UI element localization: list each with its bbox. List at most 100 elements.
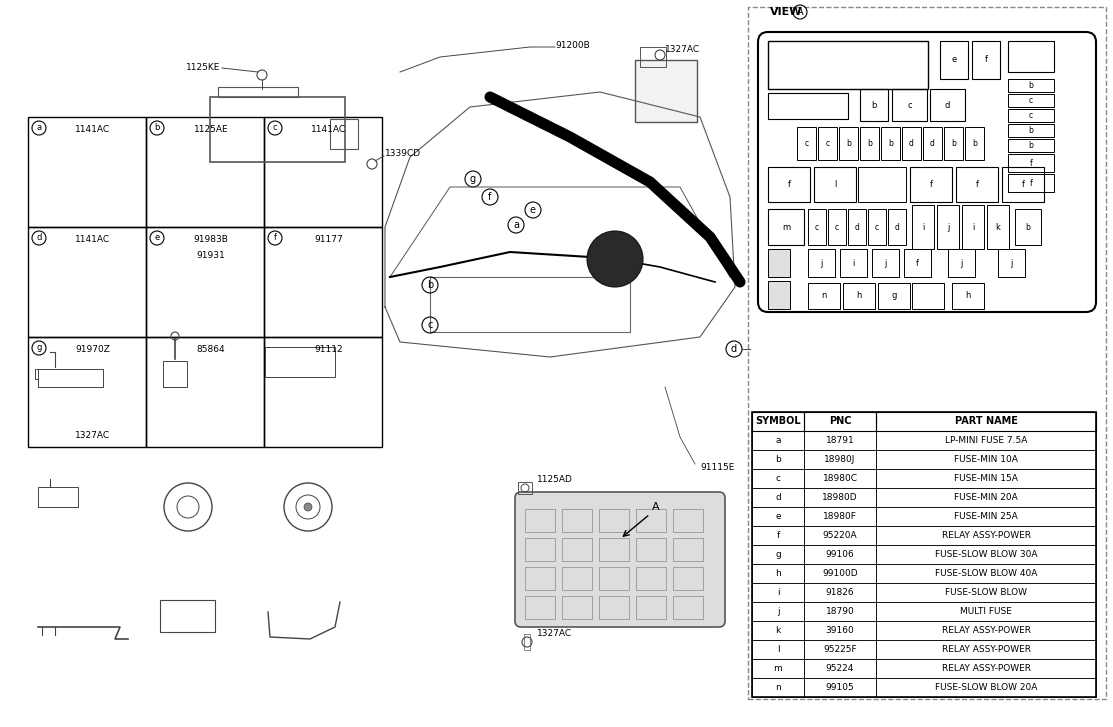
Text: 99105: 99105	[826, 683, 855, 692]
Text: 18980J: 18980J	[825, 455, 856, 464]
Bar	[752, 640, 804, 659]
Bar	[146, 227, 264, 337]
Text: d: d	[731, 344, 737, 354]
Bar	[1002, 167, 1044, 202]
Circle shape	[587, 231, 643, 287]
Bar	[562, 596, 592, 619]
Bar	[878, 283, 910, 309]
Text: 1125AE: 1125AE	[194, 124, 228, 134]
Bar	[768, 167, 810, 202]
Text: c: c	[835, 222, 839, 231]
Polygon shape	[385, 92, 735, 357]
Text: f: f	[1030, 179, 1033, 188]
Bar	[218, 87, 298, 97]
Text: 1327AC: 1327AC	[664, 44, 700, 54]
Bar	[264, 117, 382, 227]
Bar	[752, 564, 804, 583]
Text: c: c	[776, 474, 780, 483]
Bar	[998, 249, 1025, 277]
Bar	[843, 283, 875, 309]
Text: j: j	[885, 259, 887, 268]
Bar	[1008, 174, 1054, 192]
Bar	[804, 526, 876, 545]
Text: 91112: 91112	[315, 345, 343, 353]
Bar	[814, 167, 856, 202]
Bar	[146, 117, 264, 227]
Bar	[28, 337, 146, 447]
Bar	[804, 602, 876, 621]
Bar	[636, 596, 666, 619]
Bar	[972, 41, 999, 79]
Text: l: l	[834, 180, 836, 189]
Bar	[876, 545, 1096, 564]
Text: j: j	[777, 607, 779, 616]
Text: 1327AC: 1327AC	[536, 630, 572, 638]
Text: 91970Z: 91970Z	[76, 345, 110, 353]
Text: 18791: 18791	[826, 436, 855, 445]
Text: 91931: 91931	[197, 251, 225, 260]
Bar	[804, 583, 876, 602]
Text: 91200B: 91200B	[555, 41, 590, 49]
Bar	[28, 117, 146, 227]
Text: a: a	[37, 124, 41, 132]
Bar	[860, 89, 888, 121]
Bar	[804, 431, 876, 450]
Text: g: g	[775, 550, 781, 559]
Text: f: f	[777, 531, 779, 540]
Bar	[525, 567, 555, 590]
Text: f: f	[1022, 180, 1024, 189]
Bar	[636, 509, 666, 532]
Bar	[804, 507, 876, 526]
Text: b: b	[846, 139, 851, 148]
Text: a: a	[513, 220, 519, 230]
Text: b: b	[1028, 126, 1034, 135]
Bar	[768, 41, 928, 89]
Bar	[329, 119, 358, 149]
Text: c: c	[907, 100, 912, 110]
Bar	[912, 205, 934, 249]
Bar	[562, 509, 592, 532]
Bar	[888, 209, 906, 245]
Bar	[808, 209, 826, 245]
Bar	[525, 538, 555, 561]
Bar	[808, 249, 835, 277]
Text: c: c	[805, 139, 808, 148]
Bar	[940, 41, 968, 79]
Bar	[525, 509, 555, 532]
Bar	[1008, 139, 1054, 152]
Text: 18790: 18790	[826, 607, 855, 616]
Bar	[1008, 124, 1054, 137]
Bar	[876, 488, 1096, 507]
Text: FUSE-SLOW BLOW: FUSE-SLOW BLOW	[945, 588, 1027, 597]
Bar	[808, 283, 840, 309]
Bar	[1015, 209, 1041, 245]
Bar	[876, 678, 1096, 697]
Text: 95224: 95224	[826, 664, 854, 673]
Bar	[599, 567, 629, 590]
Text: n: n	[775, 683, 781, 692]
Bar	[876, 469, 1096, 488]
Text: b: b	[775, 455, 781, 464]
Text: FUSE-MIN 10A: FUSE-MIN 10A	[954, 455, 1018, 464]
Bar	[952, 283, 984, 309]
Bar	[1008, 41, 1054, 72]
Text: b: b	[1028, 81, 1034, 90]
Bar	[876, 640, 1096, 659]
Text: PNC: PNC	[829, 417, 851, 427]
Bar	[876, 564, 1096, 583]
Text: 18980F: 18980F	[823, 512, 857, 521]
Bar	[804, 488, 876, 507]
Text: c: c	[815, 222, 819, 231]
Text: d: d	[855, 222, 859, 231]
Text: 91115E: 91115E	[700, 462, 735, 472]
Text: h: h	[856, 292, 861, 300]
Bar	[876, 621, 1096, 640]
Bar	[902, 127, 920, 160]
Bar	[673, 567, 703, 590]
Text: 18980D: 18980D	[823, 493, 858, 502]
Text: f: f	[929, 180, 933, 189]
Bar	[797, 127, 816, 160]
Text: SYMBOL: SYMBOL	[756, 417, 801, 427]
Bar	[162, 361, 187, 387]
Text: f: f	[975, 180, 978, 189]
